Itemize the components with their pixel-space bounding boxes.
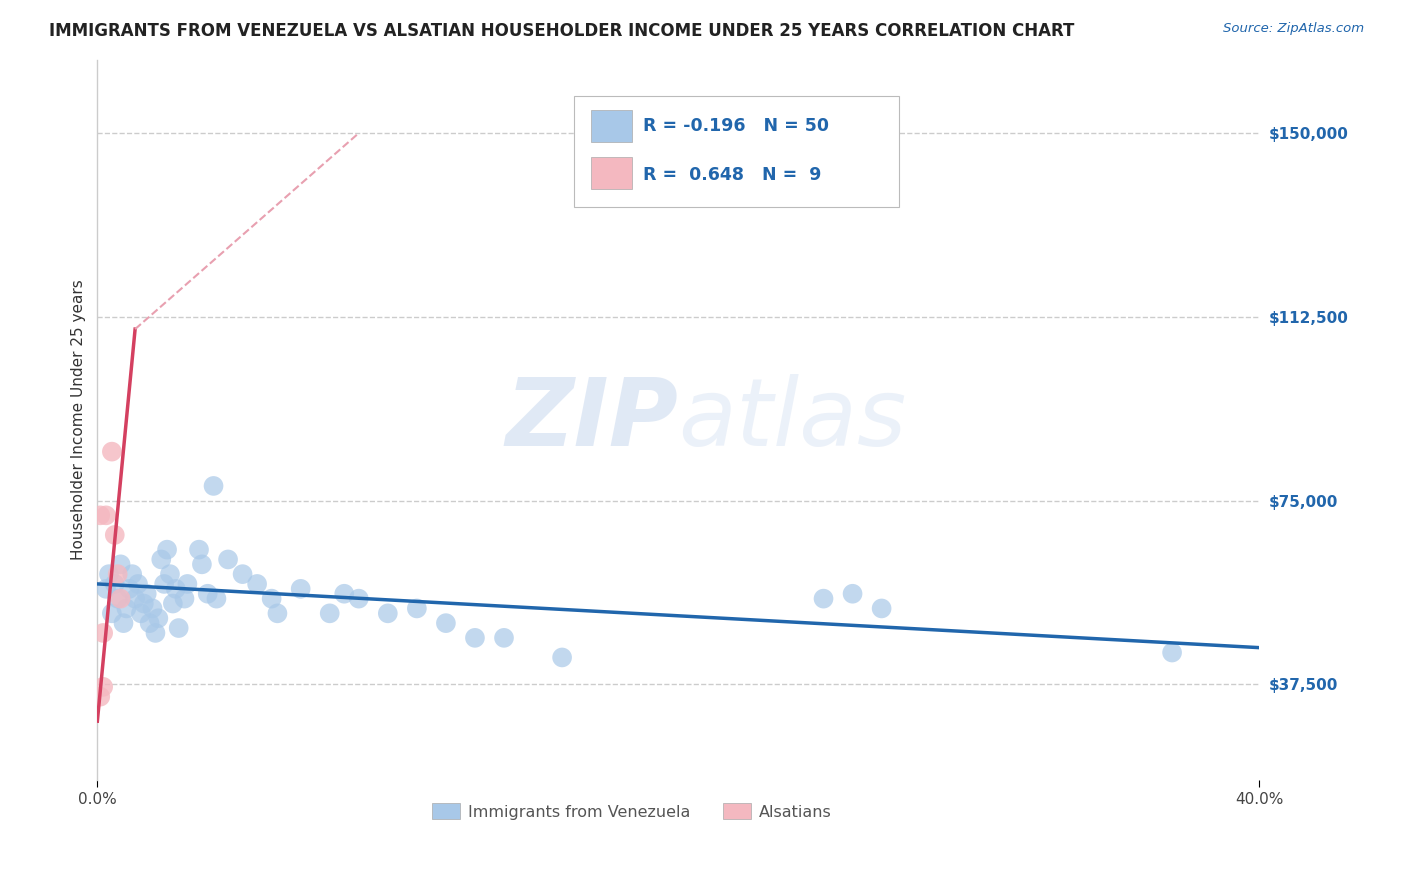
Point — [167, 621, 190, 635]
Point — [377, 607, 399, 621]
Y-axis label: Householder Income Under 25 years: Householder Income Under 25 years — [72, 279, 86, 560]
Point — [115, 601, 138, 615]
Point — [89, 690, 111, 704]
Point — [124, 591, 146, 606]
Point — [405, 601, 427, 615]
Point — [176, 577, 198, 591]
Point — [333, 587, 356, 601]
Point — [188, 542, 211, 557]
Text: ZIP: ZIP — [505, 374, 678, 466]
FancyBboxPatch shape — [574, 95, 898, 207]
Point — [110, 558, 132, 572]
Point — [217, 552, 239, 566]
Text: R =  0.648   N =  9: R = 0.648 N = 9 — [644, 166, 821, 184]
Point — [813, 591, 835, 606]
Text: R = -0.196   N = 50: R = -0.196 N = 50 — [644, 117, 830, 135]
Text: IMMIGRANTS FROM VENEZUELA VS ALSATIAN HOUSEHOLDER INCOME UNDER 25 YEARS CORRELAT: IMMIGRANTS FROM VENEZUELA VS ALSATIAN HO… — [49, 22, 1074, 40]
Point — [101, 444, 124, 458]
Point — [347, 591, 370, 606]
Point — [841, 587, 863, 601]
Point — [91, 626, 114, 640]
Point — [112, 616, 135, 631]
Point — [121, 567, 143, 582]
Point — [319, 607, 342, 621]
FancyBboxPatch shape — [591, 110, 631, 143]
Point — [89, 508, 111, 523]
Point — [156, 542, 179, 557]
Point — [246, 577, 269, 591]
Point — [101, 607, 124, 621]
Point — [434, 616, 457, 631]
Point — [94, 582, 117, 596]
Point — [104, 528, 127, 542]
Point — [135, 587, 157, 601]
Point — [98, 567, 121, 582]
Point — [551, 650, 574, 665]
Point — [464, 631, 486, 645]
Point — [290, 582, 312, 596]
Point — [110, 591, 132, 606]
Point — [94, 508, 117, 523]
Point — [173, 591, 195, 606]
Point — [202, 479, 225, 493]
Point — [145, 626, 167, 640]
Text: atlas: atlas — [678, 375, 907, 466]
Point — [266, 607, 288, 621]
Point — [232, 567, 254, 582]
Point — [148, 611, 170, 625]
Point — [162, 597, 184, 611]
Point — [127, 577, 149, 591]
Text: Source: ZipAtlas.com: Source: ZipAtlas.com — [1223, 22, 1364, 36]
Point — [141, 601, 163, 615]
Point — [1161, 646, 1184, 660]
Point — [91, 680, 114, 694]
FancyBboxPatch shape — [591, 157, 631, 189]
Legend: Immigrants from Venezuela, Alsatians: Immigrants from Venezuela, Alsatians — [425, 797, 838, 826]
Point — [138, 616, 160, 631]
Point — [150, 552, 173, 566]
Point — [492, 631, 515, 645]
Point — [197, 587, 219, 601]
Point — [260, 591, 283, 606]
Point — [205, 591, 228, 606]
Point — [870, 601, 893, 615]
Point — [165, 582, 187, 596]
Point — [132, 597, 155, 611]
Point — [107, 567, 129, 582]
Point — [118, 582, 141, 596]
Point — [107, 591, 129, 606]
Point — [153, 577, 176, 591]
Point — [104, 577, 127, 591]
Point — [159, 567, 181, 582]
Point — [129, 607, 152, 621]
Point — [191, 558, 214, 572]
